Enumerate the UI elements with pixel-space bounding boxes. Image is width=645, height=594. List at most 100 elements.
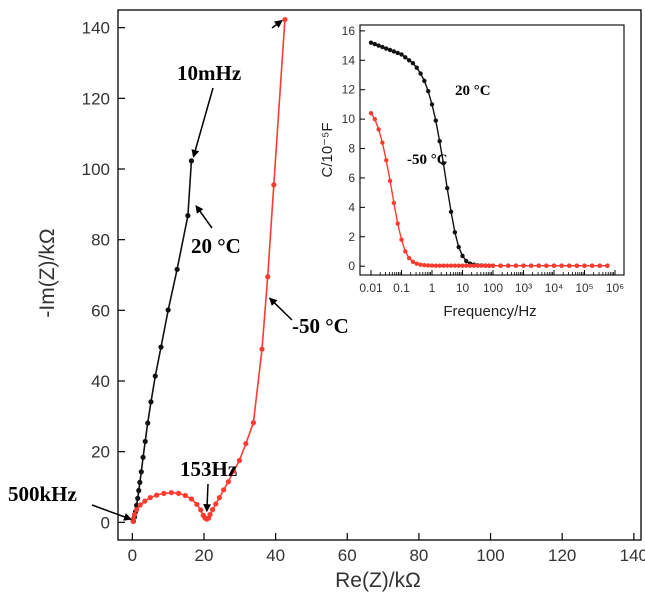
inset-data-point	[464, 258, 469, 264]
inset-data-point	[380, 44, 385, 50]
inset-data-point	[414, 65, 419, 70]
inset-data-point	[479, 263, 484, 268]
main-x-tick-label: 140	[620, 546, 645, 565]
inset-data-point	[399, 237, 404, 242]
inset-data-point	[544, 263, 549, 268]
inset-x-tick-label: 10	[456, 281, 470, 295]
main-y-tick-label: 120	[82, 89, 110, 108]
inset-y-tick-label: 4	[348, 200, 355, 214]
inset-data-point	[403, 55, 408, 60]
inset-data-point	[475, 263, 480, 268]
inset-series-layer	[368, 40, 610, 268]
main-x-tick-label: 80	[409, 546, 428, 565]
inset-data-point	[448, 209, 454, 214]
inset-data-point	[456, 263, 461, 268]
inset-data-point	[368, 40, 374, 45]
inset-data-point	[406, 58, 412, 63]
inset-data-point	[460, 263, 465, 268]
main-data-point	[154, 492, 160, 498]
annotation-500khz: 500kHz	[8, 482, 77, 506]
annotation-minus50c: -50 °C	[292, 314, 349, 338]
main-data-point	[259, 346, 265, 352]
inset-plot-frame	[359, 24, 625, 276]
inset-data-point	[471, 263, 477, 268]
main-x-tick-label: 40	[266, 546, 285, 565]
inset-data-point	[422, 262, 427, 268]
inset-x-axis-label: Frequency/Hz	[443, 303, 536, 320]
main-data-point	[131, 511, 138, 518]
main-data-point	[138, 469, 144, 475]
inset-data-point	[448, 263, 454, 268]
main-data-point	[174, 266, 180, 272]
main-data-point	[142, 498, 148, 504]
inset-data-point	[521, 263, 526, 268]
main-data-point	[136, 487, 142, 494]
inset-data-point	[441, 263, 446, 268]
inset-data-point	[452, 263, 458, 268]
main-data-point	[182, 492, 188, 499]
inset-data-point	[429, 263, 435, 268]
inset-data-point	[395, 221, 400, 226]
inset-data-point	[437, 138, 442, 144]
main-y-axis-label: -Im(Z)/kΩ	[36, 228, 59, 317]
main-data-point	[148, 399, 154, 405]
arrow-10mhz	[191, 87, 214, 158]
inset-data-point	[403, 249, 408, 254]
main-annotation-arrows	[91, 19, 293, 521]
main-data-point	[135, 495, 141, 501]
inset-data-point	[441, 161, 446, 166]
inset-y-tick-label: 0	[348, 259, 355, 273]
inset-data-point	[536, 263, 541, 268]
inset-data-point	[467, 263, 473, 268]
inset-data-point	[460, 253, 465, 259]
main-data-point	[198, 507, 204, 513]
main-data-point	[158, 344, 164, 350]
inset-data-point	[486, 263, 492, 268]
inset-data-point	[380, 140, 385, 145]
inset-data-point	[429, 102, 435, 107]
inset-y-tick-label: 10	[342, 112, 356, 126]
inset-data-point	[597, 263, 602, 268]
inset-x-tick-label: 100	[483, 281, 503, 295]
inset-data-point	[422, 78, 427, 84]
main-data-point	[231, 468, 237, 474]
arrow-top-point	[271, 19, 283, 29]
inset-x-tick-label: 1	[429, 281, 436, 295]
inset-y-axis-label: C/10⁻⁵F	[319, 123, 336, 178]
inset-data-point	[574, 263, 580, 268]
inset-data-point	[391, 49, 397, 54]
inset-data-point	[387, 178, 393, 184]
inset-data-point	[433, 263, 438, 268]
inset-x-tick-label: 10⁴	[545, 281, 564, 295]
inset-data-point	[425, 88, 431, 94]
inset-data-point	[605, 263, 610, 268]
inset-x-tick-label: 0.1	[393, 281, 410, 295]
main-data-point	[194, 501, 200, 507]
annotation-10mhz: 10mHz	[177, 61, 241, 85]
inset-data-point	[513, 263, 519, 268]
inset-data-point	[395, 50, 400, 56]
inset-y-tick-label: 16	[342, 24, 356, 38]
inset-annotation-minus50c: -50 °C	[407, 152, 448, 168]
main-series-line	[132, 19, 286, 522]
inset-data-point	[384, 158, 389, 163]
inset-data-point	[372, 41, 377, 47]
main-data-point	[188, 158, 195, 164]
inset-data-point	[445, 186, 450, 191]
inset-axis-ticks: 0.01 0.1 1 10 100 10³ 10⁴ 10⁵ 10⁶ 0 2 4 6 8 10 12 14 16	[342, 24, 625, 295]
inset-data-point	[387, 47, 393, 53]
inset-x-tick-label: 10³	[515, 281, 532, 295]
main-x-axis-label: Re(Z)/kΩ	[335, 569, 421, 592]
main-data-point	[142, 438, 148, 445]
main-data-point	[152, 373, 158, 379]
inset-data-point	[406, 255, 412, 261]
main-x-tick-label: 0	[128, 546, 137, 565]
main-data-point	[207, 511, 213, 518]
inset-x-tick-label: 10⁶	[606, 281, 624, 295]
main-data-point	[250, 420, 257, 426]
inset-data-point	[498, 263, 503, 268]
inset-annotation-20c: 20 °C	[455, 83, 491, 99]
inset-y-tick-label: 8	[348, 142, 355, 156]
inset-data-point	[384, 46, 389, 51]
